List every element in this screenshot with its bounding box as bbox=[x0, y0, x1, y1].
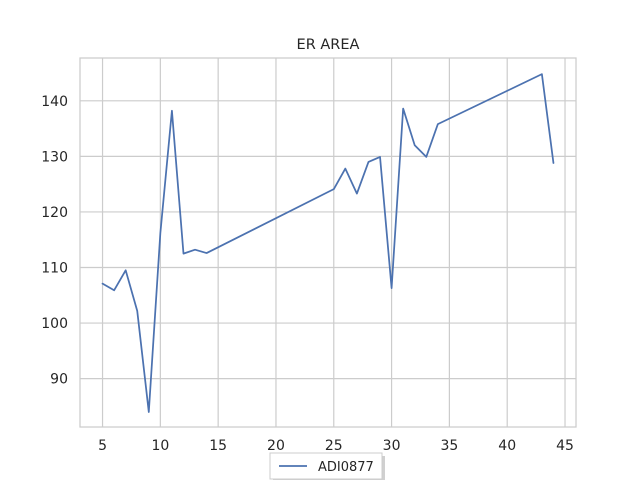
series-line bbox=[101, 73, 555, 413]
legend: ADI0877 bbox=[269, 452, 385, 480]
x-tick-label: 20 bbox=[267, 438, 285, 454]
x-tick-label: 15 bbox=[209, 438, 227, 454]
x-tick-label: 30 bbox=[383, 438, 401, 454]
x-tick-label: 45 bbox=[556, 438, 574, 454]
plot-frame bbox=[79, 57, 577, 428]
x-tick-label: 40 bbox=[498, 438, 516, 454]
x-tick-label: 10 bbox=[151, 438, 169, 454]
x-tick-label: 5 bbox=[98, 438, 107, 454]
x-tick-label: 35 bbox=[440, 438, 458, 454]
y-tick-label: 110 bbox=[41, 261, 68, 277]
y-tick-label: 120 bbox=[41, 205, 68, 221]
y-tick-label: 100 bbox=[41, 316, 68, 332]
y-tick-label: 90 bbox=[50, 372, 68, 388]
x-tick-label: 25 bbox=[325, 438, 343, 454]
series-layer bbox=[101, 73, 555, 413]
grid bbox=[80, 58, 576, 427]
chart-title: ER AREA bbox=[297, 37, 360, 53]
legend-label: ADI0877 bbox=[318, 460, 374, 475]
y-tick-label: 130 bbox=[41, 149, 68, 165]
tick-labels: 5 10 15 20 25 30 35 40 45 90 100 110 120 130 140 bbox=[41, 94, 574, 454]
y-tick-label: 140 bbox=[41, 94, 68, 110]
